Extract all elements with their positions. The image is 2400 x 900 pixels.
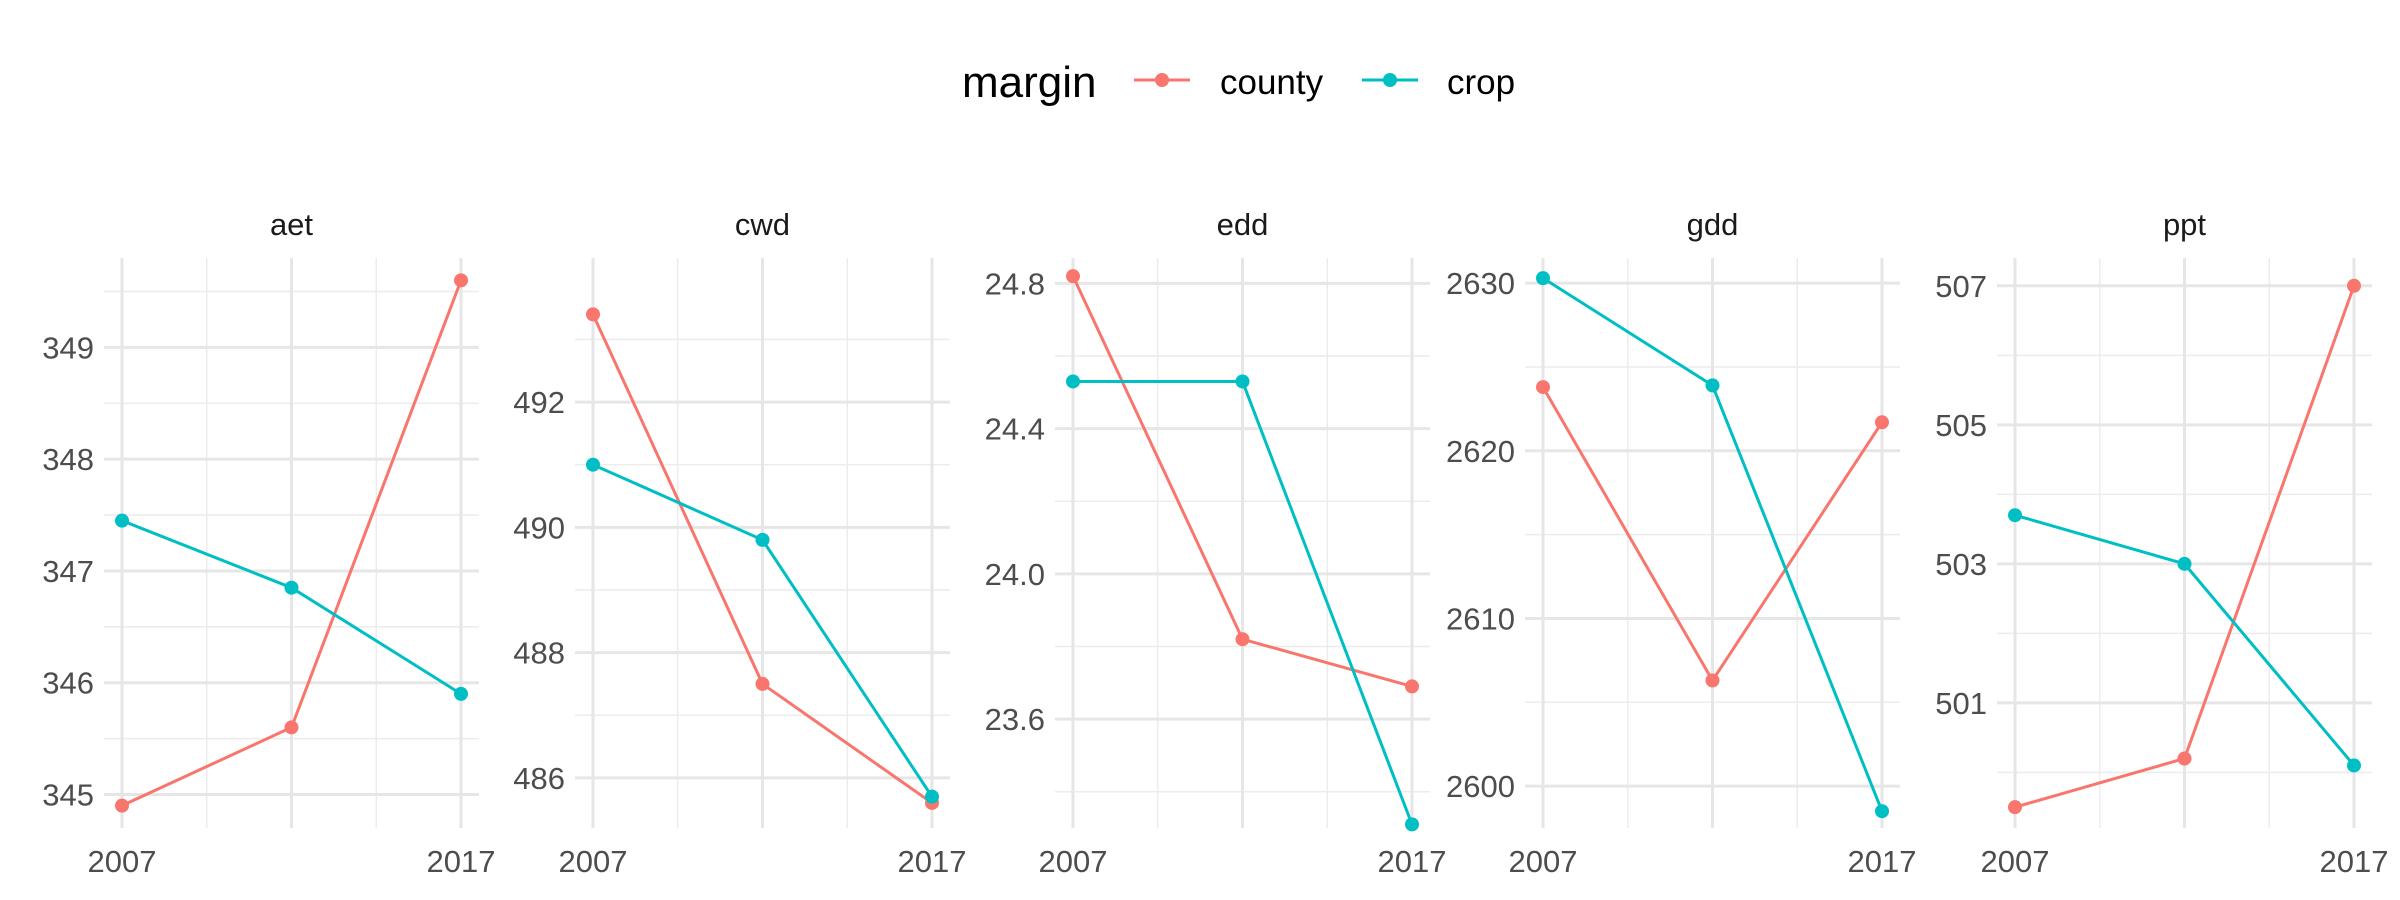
y-tick-label: 349 xyxy=(42,330,94,365)
data-point-crop xyxy=(1405,817,1419,832)
data-point-crop xyxy=(284,580,299,595)
data-point-crop xyxy=(2347,758,2361,773)
data-point-county xyxy=(586,307,600,322)
facet-title-aet: aet xyxy=(270,207,313,242)
y-tick-label: 23.6 xyxy=(985,702,1045,737)
y-tick-label: 2600 xyxy=(1446,769,1515,804)
data-point-county xyxy=(454,273,468,288)
data-point-county xyxy=(1066,269,1080,284)
y-tick-label: 24.0 xyxy=(985,557,1045,592)
facet-title-ppt: ppt xyxy=(2163,207,2206,242)
panel-gdd: 2600 2610 2620 2630 2007 2017 gdd xyxy=(1446,207,1916,879)
y-tick-label: 490 xyxy=(513,510,565,545)
data-point-crop xyxy=(1235,374,1250,389)
y-tick-label: 505 xyxy=(1935,408,1987,443)
legend-label-crop: crop xyxy=(1447,63,1515,102)
data-point-crop xyxy=(1705,378,1720,393)
data-point-county xyxy=(1875,415,1889,430)
data-point-county xyxy=(115,798,129,813)
legend-title: margin xyxy=(962,58,1097,107)
legend-dot-county xyxy=(1155,73,1169,87)
data-point-crop xyxy=(454,686,468,701)
facet-title-cwd: cwd xyxy=(735,207,790,242)
data-point-crop xyxy=(1536,271,1550,286)
data-point-county xyxy=(2347,278,2361,293)
x-tick-label: 2007 xyxy=(1509,844,1578,879)
y-tick-label: 345 xyxy=(42,777,94,812)
y-tick-label: 347 xyxy=(42,554,94,589)
panel-aet: 345 346 347 348 349 2007 2017 aet xyxy=(42,207,495,879)
data-point-county xyxy=(2008,800,2022,815)
y-tick-label: 486 xyxy=(513,761,565,796)
data-point-county xyxy=(2177,751,2192,766)
panel-edd: 23.6 24.0 24.4 24.8 2007 2017 edd xyxy=(985,207,1447,879)
facet-panels: 345 346 347 348 349 2007 2017 aet 486 488 490 492 20… xyxy=(42,207,2388,879)
legend-dot-crop xyxy=(1383,73,1397,87)
data-point-crop xyxy=(755,532,770,547)
y-tick-label: 2630 xyxy=(1446,266,1515,301)
data-point-crop xyxy=(586,457,600,472)
x-tick-label: 2017 xyxy=(898,844,967,879)
panel-cwd: 486 488 490 492 2007 2017 cwd xyxy=(513,207,966,879)
x-tick-label: 2007 xyxy=(1039,844,1108,879)
y-tick-label: 507 xyxy=(1935,269,1987,304)
data-point-crop xyxy=(2177,556,2192,571)
data-point-county xyxy=(1405,679,1419,694)
data-point-county xyxy=(755,676,770,691)
y-tick-label: 501 xyxy=(1935,686,1987,721)
legend-label-county: county xyxy=(1220,63,1324,102)
y-tick-label: 24.8 xyxy=(985,266,1045,301)
legend-item-county: county xyxy=(1134,63,1324,102)
panel-ppt: 501 503 505 507 2007 2017 ppt xyxy=(1935,207,2388,879)
legend: margin county crop xyxy=(962,58,1515,107)
data-point-crop xyxy=(115,513,129,528)
y-tick-label: 2620 xyxy=(1446,434,1515,469)
facet-title-gdd: gdd xyxy=(1687,207,1739,242)
data-point-county xyxy=(1705,673,1720,688)
x-tick-label: 2017 xyxy=(1378,844,1447,879)
data-point-crop xyxy=(1875,804,1889,819)
x-tick-label: 2007 xyxy=(88,844,157,879)
data-point-crop xyxy=(2008,508,2022,523)
data-point-county xyxy=(1536,380,1550,395)
data-point-crop xyxy=(1066,374,1080,389)
y-tick-label: 492 xyxy=(513,385,565,420)
x-tick-label: 2007 xyxy=(1981,844,2050,879)
data-point-county xyxy=(1235,632,1250,647)
legend-item-crop: crop xyxy=(1362,63,1515,102)
y-tick-label: 488 xyxy=(513,636,565,671)
x-tick-label: 2017 xyxy=(1848,844,1917,879)
y-tick-label: 346 xyxy=(42,666,94,701)
data-point-county xyxy=(284,720,299,735)
y-tick-label: 24.4 xyxy=(985,412,1045,447)
x-tick-label: 2007 xyxy=(559,844,628,879)
y-tick-label: 503 xyxy=(1935,547,1987,582)
x-tick-label: 2017 xyxy=(427,844,496,879)
data-point-crop xyxy=(925,789,939,804)
x-tick-label: 2017 xyxy=(2320,844,2389,879)
y-tick-label: 2610 xyxy=(1446,601,1515,636)
y-tick-label: 348 xyxy=(42,442,94,477)
facet-title-edd: edd xyxy=(1217,207,1269,242)
